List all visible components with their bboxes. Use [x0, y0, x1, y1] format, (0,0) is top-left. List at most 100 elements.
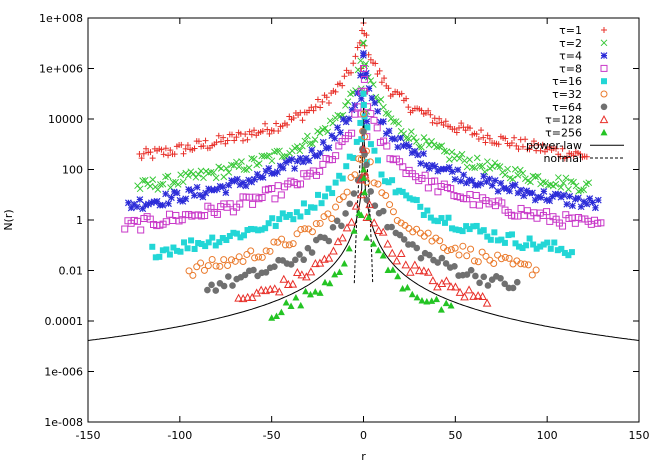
- series-point: [158, 146, 165, 153]
- series-point: [193, 183, 201, 191]
- series-point: [336, 268, 344, 275]
- series-point: [436, 115, 443, 122]
- series-point: [454, 166, 462, 174]
- series-point: [378, 79, 385, 86]
- series-point: [165, 200, 172, 208]
- series-point: [365, 51, 372, 58]
- series-3: [124, 49, 602, 213]
- series-point: [304, 208, 311, 215]
- series-point: [199, 193, 207, 201]
- series-point: [414, 266, 424, 275]
- series-point: [405, 224, 413, 232]
- series-point: [167, 194, 175, 202]
- series-point: [299, 158, 307, 166]
- series-point: [379, 118, 387, 125]
- series-point: [539, 178, 547, 186]
- series-point: [385, 179, 392, 186]
- series-point: [531, 196, 539, 204]
- series-point: [552, 180, 560, 188]
- series-point: [377, 96, 385, 103]
- series-point: [559, 145, 566, 152]
- series-point: [418, 296, 426, 304]
- y-tick-label: 100: [62, 164, 83, 177]
- series-point: [560, 179, 567, 187]
- series-point: [184, 172, 192, 179]
- series-point: [476, 279, 483, 287]
- series-point: [519, 169, 527, 177]
- series-point: [377, 118, 384, 126]
- series-point: [459, 228, 466, 235]
- series-point: [445, 156, 453, 163]
- series-point: [170, 188, 178, 196]
- series-point: [140, 150, 147, 157]
- series-point: [577, 203, 585, 211]
- series-point: [200, 142, 207, 149]
- series-point: [240, 137, 247, 144]
- series-point: [166, 251, 173, 258]
- series-point: [336, 172, 343, 179]
- series-point: [566, 192, 574, 200]
- series-point: [367, 77, 375, 84]
- series-point: [497, 179, 505, 187]
- series-point: [468, 177, 476, 185]
- series-point: [137, 226, 145, 234]
- series-point: [216, 239, 223, 246]
- series-point: [433, 143, 441, 151]
- legend-marker: [600, 128, 608, 136]
- series-point: [333, 237, 343, 246]
- series-point: [446, 282, 456, 291]
- series-point: [222, 140, 229, 147]
- series-point: [357, 57, 364, 65]
- series-point: [344, 98, 352, 105]
- series-point: [405, 104, 412, 111]
- series-point: [551, 239, 558, 246]
- series-point: [241, 271, 249, 279]
- series-point: [451, 282, 460, 291]
- series-point: [341, 73, 348, 80]
- series-point: [233, 230, 240, 237]
- series-point: [297, 301, 305, 309]
- series-point: [397, 134, 405, 142]
- series-point: [469, 291, 478, 300]
- series-point: [419, 266, 429, 275]
- series-point: [501, 171, 509, 179]
- series-point: [170, 244, 177, 251]
- series-point: [497, 274, 504, 282]
- series-point: [273, 168, 281, 176]
- series-point: [181, 239, 188, 246]
- series-point: [441, 219, 448, 226]
- series-point: [185, 186, 193, 193]
- series-point: [472, 191, 480, 199]
- series-point: [554, 174, 562, 181]
- series-point: [431, 177, 439, 185]
- series-point: [149, 155, 156, 162]
- series-point: [365, 213, 373, 221]
- series-point: [511, 134, 518, 141]
- series-point: [239, 258, 247, 266]
- series-point: [410, 260, 420, 269]
- series-point: [293, 209, 300, 216]
- series-point: [458, 150, 466, 158]
- series-point: [246, 128, 253, 135]
- series-point: [437, 306, 445, 313]
- series-point: [484, 282, 492, 289]
- series-point: [249, 200, 257, 208]
- legend-marker: [599, 115, 609, 124]
- series-point: [481, 168, 489, 176]
- series-point: [297, 225, 305, 233]
- series-point: [517, 260, 525, 268]
- series-point: [167, 147, 174, 154]
- series-point: [217, 165, 225, 172]
- series-point: [514, 171, 522, 179]
- series-point: [585, 179, 593, 187]
- series-point: [561, 249, 568, 256]
- series-point: [433, 120, 440, 127]
- series-point: [363, 32, 370, 39]
- x-tick-label: -150: [76, 429, 101, 442]
- series-point: [142, 201, 150, 209]
- series-point: [308, 249, 316, 256]
- x-tick-label: 150: [629, 429, 650, 442]
- series-point: [276, 216, 283, 223]
- series-point: [195, 138, 202, 145]
- series-point: [296, 147, 304, 155]
